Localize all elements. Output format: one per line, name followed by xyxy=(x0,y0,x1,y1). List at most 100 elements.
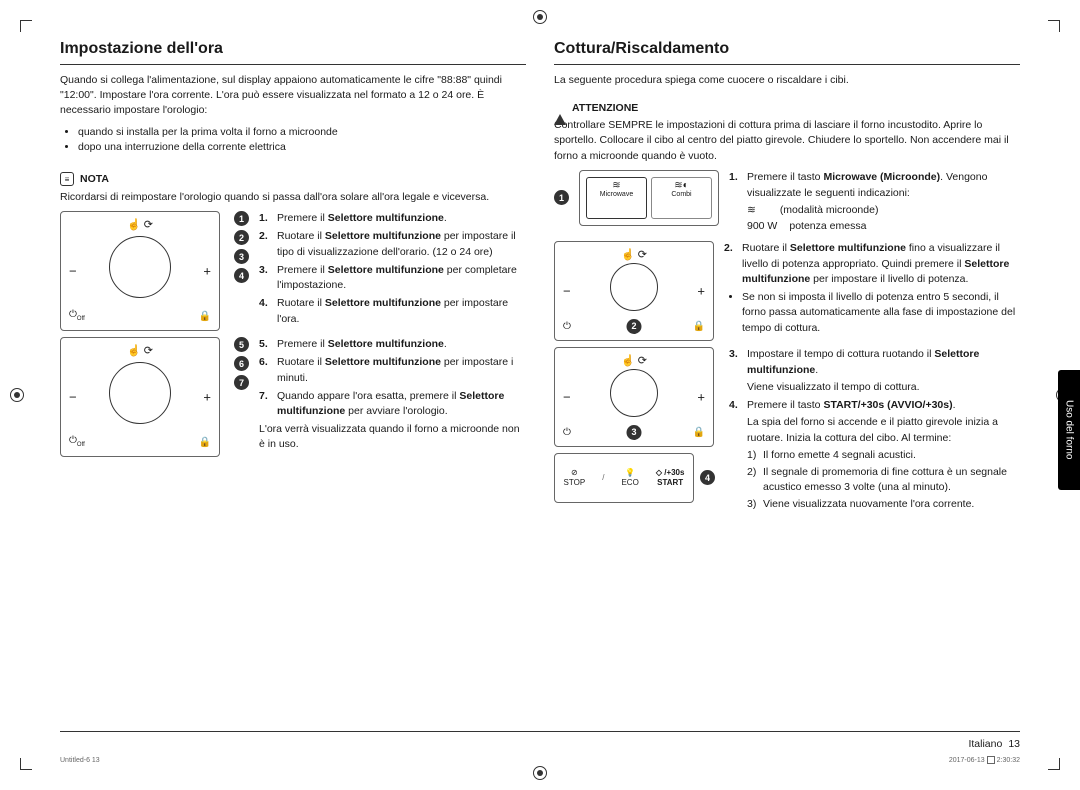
step-text: Ruotare il Selettore multifunzione per i… xyxy=(277,355,526,387)
mode-icon-label: ≋ xyxy=(747,203,756,219)
dial-diagram: ☝ ⟳ − + ⏻Off 🔒 xyxy=(60,211,220,331)
mode-icon-desc: (modalità microonde) xyxy=(780,203,879,219)
eco-btn: 💡ECO xyxy=(621,468,638,487)
warning-text: Controllare SEMPRE le impostazioni di co… xyxy=(554,118,1020,164)
mode-buttons-diagram: ≋Microwave ≋◐Combi xyxy=(579,170,719,226)
left-column: Impostazione dell'ora Quando si collega … xyxy=(60,40,526,721)
start-buttons-diagram: ⊘STOP / 💡ECO ◇ /+30sSTART xyxy=(554,453,694,503)
step-block-b: ☝ ⟳ − + ⏻Off 🔒 5 6 7 5.Premere il Selett… xyxy=(60,337,526,457)
step-badge: 2 xyxy=(627,319,642,334)
step-badge: 2 xyxy=(234,230,249,245)
page-content: Impostazione dell'ora Quando si collega … xyxy=(60,40,1020,750)
lock-icon: 🔒 xyxy=(199,311,211,322)
side-tab: Uso del forno xyxy=(1058,370,1080,490)
finger-icon: ☝ ⟳ xyxy=(621,248,647,261)
step-badge: 4 xyxy=(234,268,249,283)
steps-text: 5.Premere il Selettore multifunzione. 6.… xyxy=(259,337,526,452)
start-btn: ◇ /+30sSTART xyxy=(656,468,685,487)
crop-mark xyxy=(20,20,32,32)
note-icon: ≡ xyxy=(60,172,74,186)
dial-circle xyxy=(610,369,658,417)
step-text: Ruotare il Selettore multifunzione per i… xyxy=(277,296,526,328)
step-number: 1. xyxy=(259,211,277,227)
footer-language: Italiano xyxy=(968,738,1002,750)
step-number: 6. xyxy=(259,355,277,387)
step-text: Premere il Selettore multifunzione. xyxy=(277,337,526,353)
step-block-34: ☝ ⟳ − + ⏻ 🔒 3 ⊘STOP / 💡ECO ◇ /+30sSTART … xyxy=(554,347,1020,514)
power-label: 900 W xyxy=(747,219,777,235)
print-meta-left: Untitled-6 13 xyxy=(60,757,100,764)
intro-text-right: La seguente procedura spiega come cuocer… xyxy=(554,73,1020,88)
lock-icon: 🔒 xyxy=(693,427,705,438)
bullet-item: dopo una interruzione della corrente ele… xyxy=(78,140,526,156)
dial-diagram: ☝ ⟳ − + ⏻ 🔒 3 xyxy=(554,347,714,447)
lock-icon: 🔒 xyxy=(693,321,705,332)
registration-mark xyxy=(10,388,24,402)
power-icon: ⏻Off xyxy=(69,435,85,448)
power-desc: potenza emessa xyxy=(789,219,866,235)
sublist-text: Il forno emette 4 segnali acustici. xyxy=(763,448,916,464)
step-block-2: ☝ ⟳ − + ⏻ 🔒 2 2.Ruotare il Selettore mul… xyxy=(554,241,1020,341)
dial-circle xyxy=(109,236,171,298)
step-number: 7. xyxy=(259,389,277,421)
step-badge: 3 xyxy=(234,249,249,264)
step-number: 5. xyxy=(259,337,277,353)
title-rule xyxy=(60,64,526,65)
plus-icon: + xyxy=(697,283,705,298)
minus-icon: − xyxy=(563,389,571,404)
step-text: Quando appare l'ora esatta, premere il S… xyxy=(277,389,526,421)
step4-after: La spia del forno si accende e il piatto… xyxy=(729,415,1020,445)
finger-icon: ☝ ⟳ xyxy=(127,218,153,231)
step-text: 3.Impostare il tempo di cottura ruotando… xyxy=(729,347,1020,514)
crop-mark xyxy=(20,758,32,770)
step-block-a: ☝ ⟳ − + ⏻Off 🔒 1 2 3 4 1. Premere il Sele… xyxy=(60,211,526,331)
plus-icon: + xyxy=(697,389,705,404)
print-meta-icon xyxy=(987,756,995,764)
step-callouts: 1 2 3 4 xyxy=(234,211,249,283)
crop-mark xyxy=(1048,758,1060,770)
bullet-item: quando si installa per la prima volta il… xyxy=(78,125,526,141)
sublist-num: 2) xyxy=(747,465,763,497)
step-block-1: 1 ≋Microwave ≋◐Combi 1.Premere il tasto … xyxy=(554,170,1020,235)
intro-text: Quando si collega l'alimentazione, sul d… xyxy=(60,73,526,119)
step-number: 3. xyxy=(729,347,747,379)
step-badge: 1 xyxy=(554,190,569,205)
plus-icon: + xyxy=(203,264,211,279)
step3-after: Viene visualizzato il tempo di cottura. xyxy=(729,380,1020,395)
step2-sub: Se non si imposta il livello di potenza … xyxy=(742,290,1020,336)
sublist-text: Viene visualizzata nuovamente l'ora corr… xyxy=(763,497,974,513)
warning-header: ATTENZIONE xyxy=(554,102,1020,114)
registration-mark xyxy=(533,10,547,24)
step-text: 2.Ruotare il Selettore multifunzione fin… xyxy=(724,241,1020,336)
step-text: Ruotare il Selettore multifunzione per i… xyxy=(277,229,526,261)
sublist-text: Il segnale di promemoria di fine cottura… xyxy=(763,465,1020,497)
step-number: 2. xyxy=(259,229,277,261)
note-label: NOTA xyxy=(80,173,109,185)
crop-mark xyxy=(1048,20,1060,32)
title-rule xyxy=(554,64,1020,65)
plus-icon: + xyxy=(203,390,211,405)
step-callouts: 5 6 7 xyxy=(234,337,249,390)
intro-bullets: quando si installa per la prima volta il… xyxy=(60,125,526,157)
step-badge: 3 xyxy=(627,425,642,440)
step-text: Premere il Selettore multifunzione per c… xyxy=(277,263,526,295)
minus-icon: − xyxy=(69,390,77,405)
note-header: ≡ NOTA xyxy=(60,172,526,186)
section-title-left: Impostazione dell'ora xyxy=(60,40,526,58)
combi-mode-btn: ≋◐Combi xyxy=(651,177,712,219)
footer-page: 13 xyxy=(1008,738,1020,750)
step-number: 1. xyxy=(729,170,747,202)
step-text: 1.Premere il tasto Microwave (Microonde)… xyxy=(729,170,1020,235)
step-number: 2. xyxy=(724,241,742,288)
power-icon: ⏻ xyxy=(563,321,571,332)
warning-icon xyxy=(554,102,566,114)
warning-label: ATTENZIONE xyxy=(572,102,638,114)
finger-icon: ☝ ⟳ xyxy=(127,344,153,357)
section-title-right: Cottura/Riscaldamento xyxy=(554,40,1020,58)
power-icon: ⏻Off xyxy=(69,309,85,322)
dial-diagram: ☝ ⟳ − + ⏻ 🔒 2 xyxy=(554,241,714,341)
print-meta-right: 2017-06-132:30:32 xyxy=(949,756,1020,764)
page-footer: Italiano 13 xyxy=(60,731,1020,750)
step-badge: 4 xyxy=(700,470,715,485)
divider: / xyxy=(602,473,604,482)
